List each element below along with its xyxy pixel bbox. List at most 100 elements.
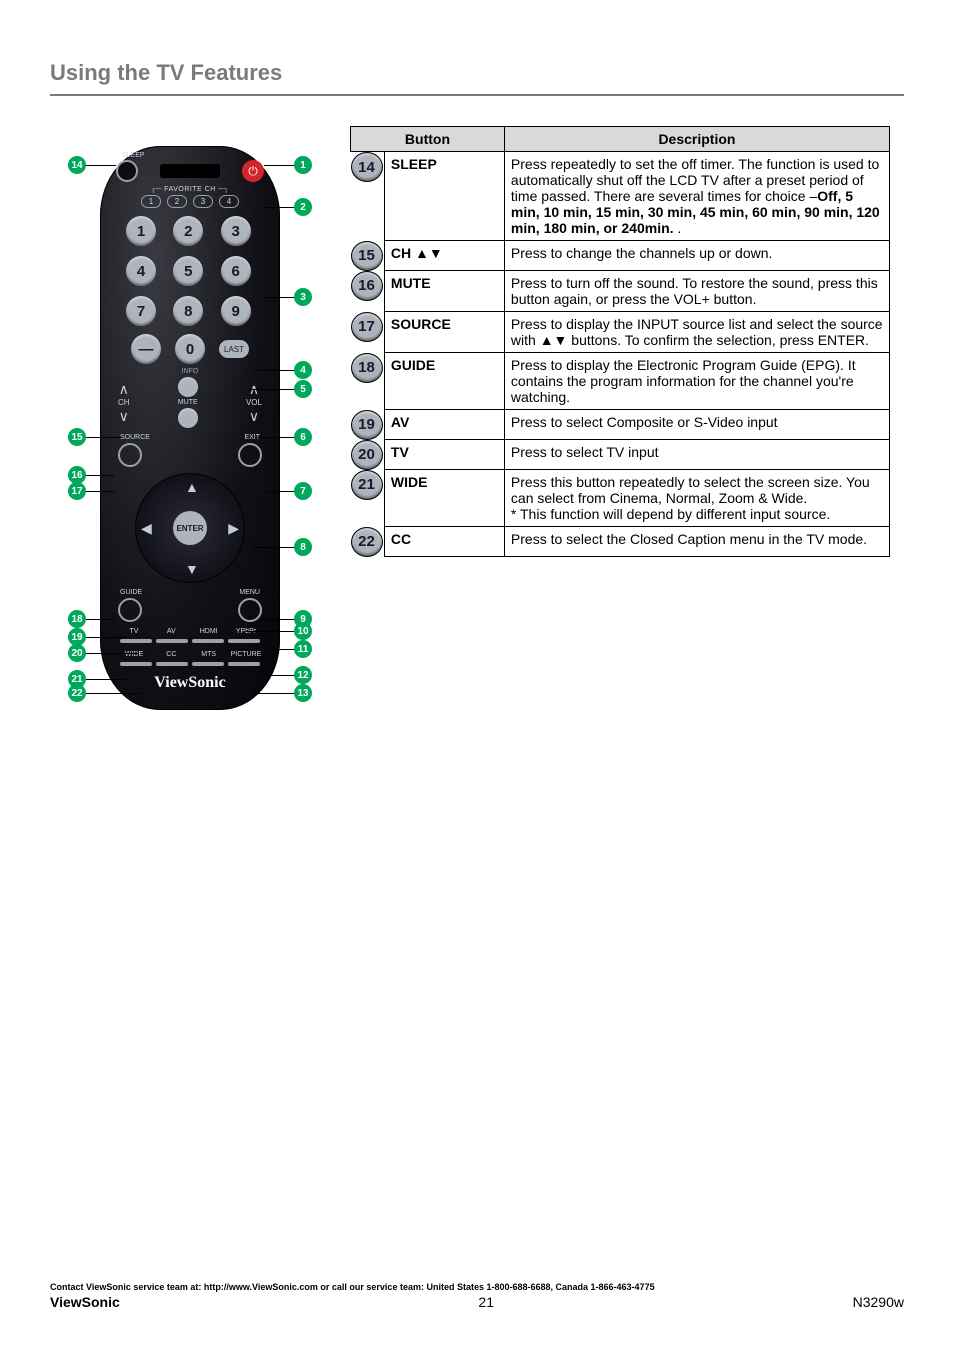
dash-button: — xyxy=(131,334,161,364)
table-row: 21WIDEPress this button repeatedly to se… xyxy=(351,470,890,527)
fav-3: 3 xyxy=(193,195,213,208)
viewsonic-logo: ViewSonic xyxy=(112,674,268,692)
table-row: 16MUTEPress to turn off the sound. To re… xyxy=(351,271,890,312)
footer-model: N3290w xyxy=(853,1294,904,1310)
num-9: 9 xyxy=(221,296,251,326)
button-table: Button Description 14SLEEPPress repeated… xyxy=(350,126,890,557)
callout-6: 6 xyxy=(294,428,312,446)
footer-contact: Contact ViewSonic service team at: http:… xyxy=(50,1282,904,1292)
num-5: 5 xyxy=(173,256,203,286)
ch-rocker: ∧CH∨ xyxy=(118,382,130,423)
av-label: AV xyxy=(153,628,189,635)
mts-label: MTS xyxy=(191,651,227,658)
fav-2: 2 xyxy=(167,195,187,208)
row-desc: Press to select TV input xyxy=(504,440,889,470)
callout-8: 8 xyxy=(294,538,312,556)
num-1: 1 xyxy=(126,216,156,246)
callout-14: 14 xyxy=(68,156,86,174)
remote-body: SLEEP ⏻ ┌─ FAVORITE CH ─┐ 1 2 3 4 1 2 3 … xyxy=(100,146,280,710)
enter-button: ENTER xyxy=(173,511,207,545)
num-8: 8 xyxy=(173,296,203,326)
callout-7: 7 xyxy=(294,482,312,500)
row-desc: Press to display the INPUT source list a… xyxy=(504,312,889,353)
table-row: 18GUIDEPress to display the Electronic P… xyxy=(351,353,890,410)
callout-2: 2 xyxy=(294,198,312,216)
row-desc: Press to turn off the sound. To restore … xyxy=(504,271,889,312)
sleep-label: SLEEP xyxy=(122,152,145,159)
row-name: SOURCE xyxy=(384,312,504,353)
table-row: 19AVPress to select Composite or S-Video… xyxy=(351,410,890,440)
row-desc: Press repeatedly to set the off timer. T… xyxy=(504,152,889,241)
row-num: 17 xyxy=(351,312,383,342)
row-name: TV xyxy=(384,440,504,470)
row-desc: Press to display the Electronic Program … xyxy=(504,353,889,410)
guide-label: GUIDE xyxy=(120,589,142,596)
menu-label: MENU xyxy=(239,589,260,596)
callout-20: 20 xyxy=(68,644,86,662)
row-name: WIDE xyxy=(384,470,504,527)
remote-diagram: 14 15 16 17 18 19 20 21 22 1 2 3 4 5 6 7… xyxy=(50,126,330,720)
number-pad: 1 2 3 4 5 6 7 8 9 xyxy=(112,216,268,326)
num-0: 0 xyxy=(175,334,205,364)
power-button: ⏻ xyxy=(242,160,264,182)
row-desc: Press to select Composite or S-Video inp… xyxy=(504,410,889,440)
num-3: 3 xyxy=(221,216,251,246)
callout-13: 13 xyxy=(294,684,312,702)
num-4: 4 xyxy=(126,256,156,286)
favorite-row: 1 2 3 4 xyxy=(112,195,268,208)
row-name: AV xyxy=(384,410,504,440)
hdmi-label: HDMI xyxy=(191,628,227,635)
num-7: 7 xyxy=(126,296,156,326)
exit-button xyxy=(238,443,262,467)
row-name: GUIDE xyxy=(384,353,504,410)
num-2: 2 xyxy=(173,216,203,246)
row-num: 14 xyxy=(351,152,383,182)
row-name: CC xyxy=(384,527,504,557)
callout-18: 18 xyxy=(68,610,86,628)
callout-22: 22 xyxy=(68,684,86,702)
callout-12: 12 xyxy=(294,666,312,684)
callout-11: 11 xyxy=(294,640,312,658)
th-button: Button xyxy=(351,127,505,152)
callout-17: 17 xyxy=(68,482,86,500)
footer-page: 21 xyxy=(478,1294,494,1310)
callout-10: 10 xyxy=(294,622,312,640)
sleep-button xyxy=(116,160,138,182)
row-num: 21 xyxy=(351,470,383,500)
th-description: Description xyxy=(504,127,889,152)
source-label: SOURCE xyxy=(120,434,150,441)
cc-label: CC xyxy=(153,651,189,658)
callout-4: 4 xyxy=(294,361,312,379)
callout-5: 5 xyxy=(294,380,312,398)
row-desc: Press this button repeatedly to select t… xyxy=(504,470,889,527)
fav-1: 1 xyxy=(141,195,161,208)
favorite-label: ┌─ FAVORITE CH ─┐ xyxy=(112,186,268,193)
last-button: LAST xyxy=(219,340,249,358)
row-name: SLEEP xyxy=(384,152,504,241)
row-desc: Press to select the Closed Caption menu … xyxy=(504,527,889,557)
table-row: 15CH ▲▼Press to change the channels up o… xyxy=(351,241,890,271)
num-6: 6 xyxy=(221,256,251,286)
table-row: 22CCPress to select the Closed Caption m… xyxy=(351,527,890,557)
row-name: MUTE xyxy=(384,271,504,312)
callout-3: 3 xyxy=(294,288,312,306)
guide-button xyxy=(118,598,142,622)
row-num: 18 xyxy=(351,353,383,383)
table-row: 14SLEEPPress repeatedly to set the off t… xyxy=(351,152,890,241)
callout-1: 1 xyxy=(294,156,312,174)
tv-label: TV xyxy=(116,628,152,635)
source-button xyxy=(118,443,142,467)
table-row: 17SOURCEPress to display the INPUT sourc… xyxy=(351,312,890,353)
row-num: 16 xyxy=(351,271,383,301)
callout-15: 15 xyxy=(68,428,86,446)
fav-4: 4 xyxy=(219,195,239,208)
row-name: CH ▲▼ xyxy=(384,241,504,271)
content-row: 14 15 16 17 18 19 20 21 22 1 2 3 4 5 6 7… xyxy=(50,126,904,720)
mute-col: MUTE xyxy=(178,377,198,428)
menu-button xyxy=(238,598,262,622)
row-num: 20 xyxy=(351,440,383,470)
table-row: 20TVPress to select TV input xyxy=(351,440,890,470)
title-rule xyxy=(50,94,904,96)
row-desc: Press to change the channels up or down. xyxy=(504,241,889,271)
info-label: INFO xyxy=(112,368,268,375)
